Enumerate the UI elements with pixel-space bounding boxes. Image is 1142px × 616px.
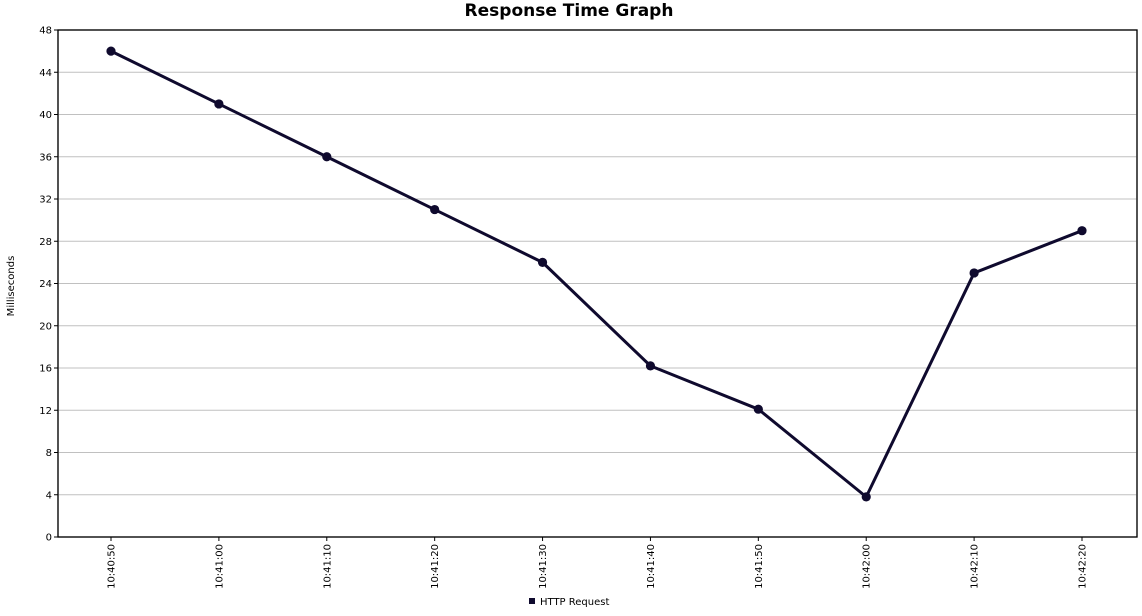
data-point bbox=[106, 46, 116, 56]
data-point bbox=[430, 204, 440, 215]
data-point bbox=[861, 492, 871, 502]
y-tick-label: 40 bbox=[39, 110, 52, 121]
x-tick-label: 10:42:00 bbox=[862, 544, 873, 589]
legend-label: HTTP Request bbox=[540, 597, 609, 608]
y-tick-label: 44 bbox=[39, 68, 52, 79]
data-point bbox=[969, 268, 979, 278]
x-tick-label: 10:41:10 bbox=[322, 544, 333, 589]
y-axis-label: Milliseconds bbox=[6, 256, 17, 317]
y-tick-label: 16 bbox=[39, 364, 52, 375]
chart-title: Response Time Graph bbox=[465, 1, 674, 21]
x-tick-label: 10:41:30 bbox=[538, 544, 549, 589]
data-point bbox=[214, 99, 224, 109]
y-tick-label: 12 bbox=[39, 406, 52, 417]
data-point bbox=[537, 257, 548, 267]
data-point bbox=[322, 152, 332, 162]
y-tick-label: 8 bbox=[46, 448, 52, 459]
legend-swatch bbox=[529, 598, 535, 604]
y-tick-label: 48 bbox=[39, 26, 52, 37]
data-point bbox=[753, 404, 763, 414]
y-tick-label: 28 bbox=[39, 237, 52, 248]
y-tick-label: 32 bbox=[39, 195, 52, 206]
x-tick-label: 10:41:50 bbox=[754, 544, 765, 589]
x-tick-label: 10:40:50 bbox=[107, 544, 118, 589]
legend: HTTP Request bbox=[529, 597, 609, 608]
y-tick-label: 0 bbox=[46, 533, 52, 544]
y-tick-label: 36 bbox=[39, 152, 52, 163]
y-tick-label: 4 bbox=[46, 490, 52, 501]
data-point bbox=[1077, 226, 1087, 236]
x-tick-label: 10:42:10 bbox=[970, 544, 981, 589]
data-point bbox=[645, 361, 656, 371]
x-tick-label: 10:41:00 bbox=[214, 544, 225, 589]
plot-border bbox=[57, 29, 1138, 538]
x-tick-label: 10:41:20 bbox=[430, 544, 441, 589]
series-line bbox=[109, 49, 1084, 499]
y-tick-label: 24 bbox=[39, 279, 52, 290]
x-tick-label: 10:41:40 bbox=[646, 544, 657, 589]
y-tick-label: 20 bbox=[39, 321, 52, 332]
x-tick-label: 10:42:20 bbox=[1078, 544, 1089, 589]
